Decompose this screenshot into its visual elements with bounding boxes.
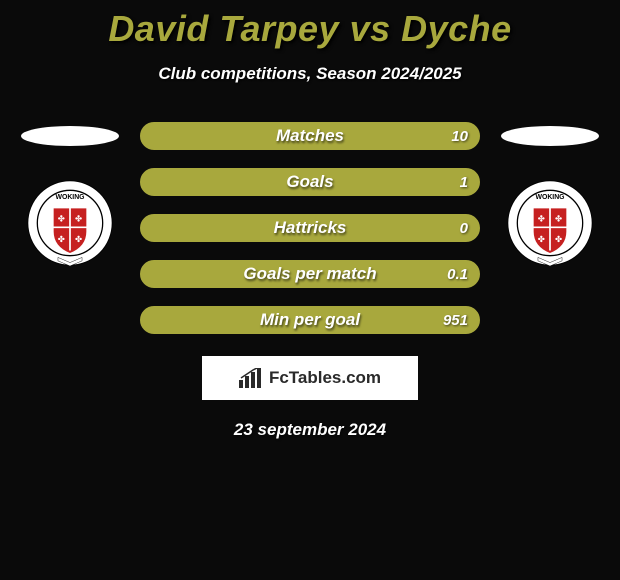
left-club-crest-icon: WOKING ✤ ✤ ✤ ✤ bbox=[27, 180, 113, 266]
stat-label: Matches bbox=[142, 126, 478, 146]
svg-text:✤: ✤ bbox=[538, 234, 546, 244]
root: David Tarpey vs Dyche Club competitions,… bbox=[0, 0, 620, 440]
stat-bar: Matches10 bbox=[140, 122, 480, 150]
stat-label: Goals bbox=[142, 172, 478, 192]
svg-text:WOKING: WOKING bbox=[535, 194, 564, 201]
stat-bars: Matches10Goals1Hattricks0Goals per match… bbox=[140, 122, 480, 334]
left-ellipse-icon bbox=[20, 122, 120, 150]
stat-value-right: 951 bbox=[443, 312, 468, 329]
svg-text:✤: ✤ bbox=[555, 213, 563, 223]
stat-bar: Min per goal951 bbox=[140, 306, 480, 334]
svg-text:✤: ✤ bbox=[58, 234, 66, 244]
svg-text:✤: ✤ bbox=[75, 234, 83, 244]
right-ellipse-icon bbox=[500, 122, 600, 150]
stat-label: Goals per match bbox=[142, 264, 478, 284]
stat-bar: Hattricks0 bbox=[140, 214, 480, 242]
stat-bar: Goals1 bbox=[140, 168, 480, 196]
stat-label: Hattricks bbox=[142, 218, 478, 238]
svg-text:✤: ✤ bbox=[75, 213, 83, 223]
right-side: WOKING ✤ ✤ ✤ ✤ bbox=[500, 122, 600, 266]
stat-label: Min per goal bbox=[142, 310, 478, 330]
stat-bar: Goals per match0.1 bbox=[140, 260, 480, 288]
right-club-crest-icon: WOKING ✤ ✤ ✤ ✤ bbox=[507, 180, 593, 266]
stat-value-right: 10 bbox=[451, 128, 468, 145]
subtitle: Club competitions, Season 2024/2025 bbox=[0, 64, 620, 84]
stat-value-right: 0 bbox=[460, 220, 468, 237]
svg-text:✤: ✤ bbox=[538, 213, 546, 223]
page-title: David Tarpey vs Dyche bbox=[0, 8, 620, 50]
content-row: WOKING ✤ ✤ ✤ ✤ Matches10Goals bbox=[0, 122, 620, 334]
fctables-logo: FcTables.com bbox=[202, 356, 418, 400]
bar-chart-icon bbox=[239, 368, 263, 388]
svg-text:WOKING: WOKING bbox=[55, 194, 84, 201]
left-side: WOKING ✤ ✤ ✤ ✤ bbox=[20, 122, 120, 266]
logo-text: FcTables.com bbox=[269, 368, 381, 388]
svg-text:✤: ✤ bbox=[58, 213, 66, 223]
date-text: 23 september 2024 bbox=[0, 420, 620, 440]
stat-value-right: 0.1 bbox=[447, 266, 468, 283]
stat-value-right: 1 bbox=[460, 174, 468, 191]
svg-text:✤: ✤ bbox=[555, 234, 563, 244]
